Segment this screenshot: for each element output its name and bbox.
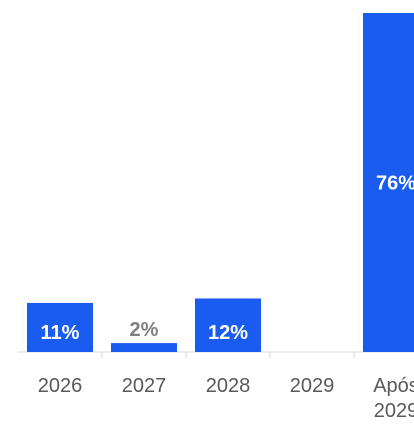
- x-axis-ticks: [101, 352, 355, 358]
- x-tick-label-2029: 2029: [290, 375, 335, 397]
- data-label-2027: 2%: [130, 319, 159, 341]
- bar-2027: [111, 343, 177, 352]
- x-tick-label-2026: 2026: [38, 375, 83, 397]
- data-labels: 11% 2% 12% 76%: [41, 173, 414, 345]
- bars-group: [27, 13, 414, 352]
- x-tick-label-2028: 2028: [206, 375, 251, 397]
- bar-2026: [27, 302, 93, 352]
- data-label-2026: 11%: [41, 322, 80, 344]
- bar-ap-s-2029: [363, 13, 414, 352]
- data-label-2028: 12%: [208, 322, 248, 344]
- x-tick-label-ap-s-2029: Após 2029: [373, 375, 414, 422]
- data-label-ap-s-2029: 76%: [376, 173, 414, 195]
- x-axis-labels: 2026 2027 2028 2029 Após 2029: [38, 375, 414, 422]
- bar-2028: [195, 298, 261, 352]
- x-tick-label-2027: 2027: [122, 375, 167, 397]
